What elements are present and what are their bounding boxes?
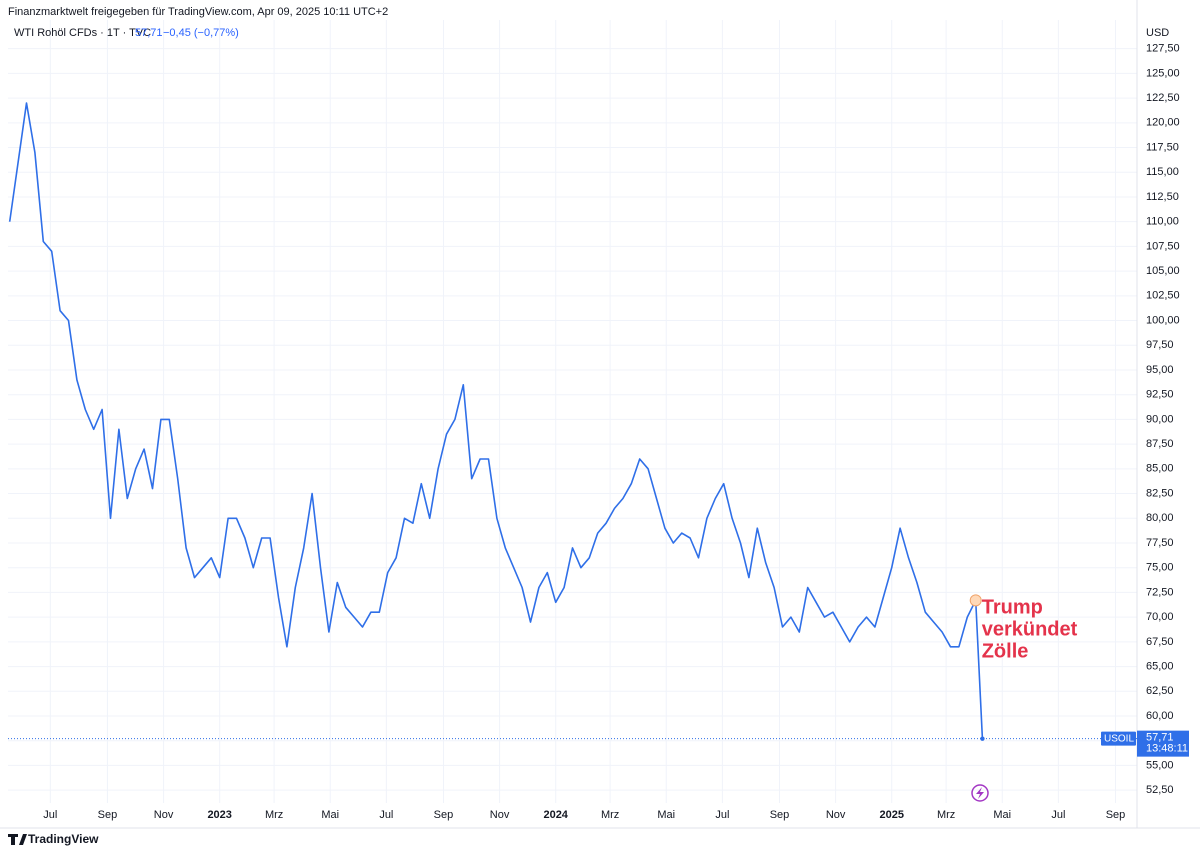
x-tick-label: Sep [770,809,790,821]
x-tick-label: Nov [490,809,510,821]
y-tick-label: 115,00 [1146,166,1179,178]
x-tick-label: Sep [1106,809,1126,821]
y-tick-label: 82,50 [1146,487,1174,499]
brand: TradingView [28,832,99,846]
grid [8,20,1137,803]
x-tick-label: 2024 [543,809,568,821]
x-tick-label: Jul [379,809,393,821]
x-tick-label: Mrz [265,809,283,821]
x-tick-label: Jul [1051,809,1065,821]
tv-logo: TradingView [8,832,99,846]
x-tick-label: Mai [993,809,1011,821]
y-tick-label: 112,50 [1146,191,1179,203]
annotation-text: verkündet [982,619,1078,641]
y-tick-label: 70,00 [1146,611,1174,623]
x-tick-label: Nov [826,809,846,821]
x-tick-label: Jul [715,809,729,821]
price-tag-symbol-text: USOIL [1104,733,1134,744]
x-tick-label: Mrz [601,809,619,821]
y-tick-label: 85,00 [1146,463,1174,475]
price-tag [1137,730,1189,757]
x-tick-label: Jul [43,809,57,821]
annotation-text: Trump [982,597,1043,619]
y-tick-label: 97,50 [1146,339,1174,351]
x-tick-label: 2025 [879,809,903,821]
price-line [8,102,984,739]
y-tick-label: 65,00 [1146,660,1174,672]
y-tick-label: 102,50 [1146,290,1180,302]
x-tick-label: Nov [154,809,174,821]
publisher-note: Finanzmarktwelt freigegeben für TradingV… [8,6,388,18]
y-tick-label: 75,00 [1146,562,1174,574]
y-tick-label: 55,00 [1146,759,1174,771]
price-tag-value: 57,71 [1146,732,1174,744]
x-tick-label: Mrz [937,809,955,821]
last-value: 57,71 [135,27,163,39]
y-tick-label: 60,00 [1146,710,1174,722]
y-tick-label: 117,50 [1146,141,1179,153]
y-tick-label: 122,50 [1146,92,1180,104]
y-tick-label: 110,00 [1146,216,1179,228]
y-tick-label: 95,00 [1146,364,1174,376]
x-tick-label: Sep [434,809,454,821]
y-tick-label: 87,50 [1146,438,1174,450]
last-point [980,736,985,741]
lightning-icon [971,784,989,802]
y-tick-label: 127,50 [1146,43,1180,55]
y-tick-label: 92,50 [1146,389,1174,401]
y-tick-label: 80,00 [1146,512,1174,524]
price-tag-countdown: 13:48:11 [1146,743,1188,755]
change: −0,45 (−0,77%) [163,27,239,39]
y-tick-label: 72,50 [1146,586,1174,598]
y-tick-label: 67,50 [1146,636,1174,648]
annotation-text: Zölle [982,641,1029,663]
annotation-marker [969,594,982,607]
symbol-legend: WTI Rohöl CFDs · 1T · TVC [14,27,151,39]
x-tick-label: Mai [321,809,339,821]
y-tick-label: 77,50 [1146,537,1174,549]
y-tick-label: 100,00 [1146,314,1180,326]
x-tick-label: 2023 [207,809,231,821]
y-tick-label: 105,00 [1146,265,1180,277]
price-tag-symbol [1101,731,1136,746]
y-tick-label: 125,00 [1146,67,1180,79]
y-tick-label: 107,50 [1146,240,1180,252]
x-tick-label: Sep [98,809,118,821]
y-tick-label: 52,50 [1146,784,1174,796]
y-tick-label: 120,00 [1146,117,1180,129]
y-tick-label: 90,00 [1146,413,1174,425]
currency: USD [1146,27,1169,39]
x-tick-label: Mai [657,809,675,821]
y-tick-label: 62,50 [1146,685,1174,697]
